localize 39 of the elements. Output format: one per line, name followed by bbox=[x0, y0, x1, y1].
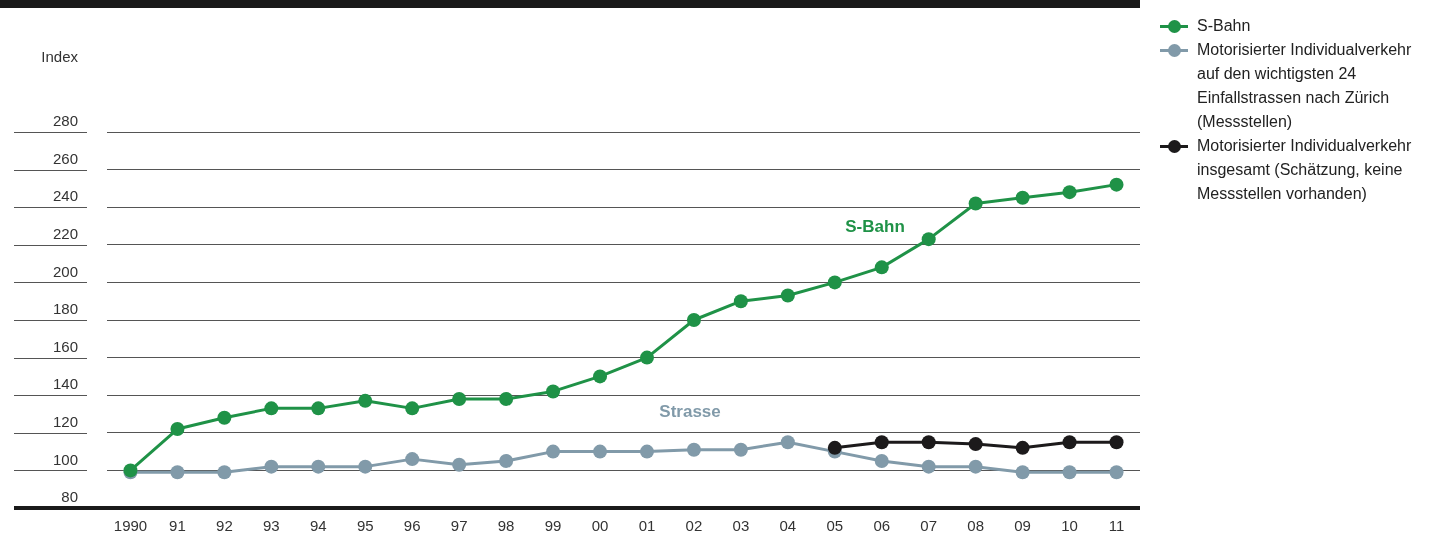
y-tick-label: 200 bbox=[52, 262, 78, 280]
y-tick-label: 220 bbox=[52, 224, 78, 242]
y-tick-label: 180 bbox=[52, 300, 78, 318]
x-tick-label: 10 bbox=[1061, 517, 1078, 535]
x-tick-label: 91 bbox=[169, 517, 186, 535]
x-tick-label: 07 bbox=[920, 517, 938, 535]
y-tick-label: 160 bbox=[52, 337, 78, 355]
x-tick-label: 04 bbox=[779, 517, 797, 535]
x-tick-label: 08 bbox=[967, 517, 984, 535]
y-tick-label: 260 bbox=[52, 149, 78, 167]
y-tick-label: 100 bbox=[52, 450, 78, 468]
legend-label: Motorisierter Individualverkehr insgesamt (Schätzung, keine Messstellen vorhanden) bbox=[1197, 136, 1413, 204]
x-tick-label: 99 bbox=[544, 517, 562, 535]
x-tick-label: 09 bbox=[1014, 517, 1031, 535]
y-tick-label: 280 bbox=[52, 112, 78, 130]
x-tick-label: 96 bbox=[403, 517, 421, 535]
x-tick-label: 97 bbox=[450, 517, 468, 535]
y-tick-label: 120 bbox=[52, 412, 78, 430]
x-tick-label: 02 bbox=[685, 517, 703, 535]
legend-label: S-Bahn bbox=[1197, 16, 1252, 36]
x-tick-label: 06 bbox=[873, 517, 891, 535]
x-tick-label: 03 bbox=[732, 517, 750, 535]
x-tick-label: 94 bbox=[309, 517, 327, 535]
annotation: Strasse bbox=[659, 401, 721, 421]
y-tick-label: 80 bbox=[61, 488, 78, 506]
x-tick-label: 95 bbox=[356, 517, 374, 535]
x-tick-label: 1990 bbox=[113, 517, 148, 535]
x-tick-label: 92 bbox=[216, 517, 233, 535]
x-tick-label: 98 bbox=[497, 517, 515, 535]
x-tick-label: 01 bbox=[638, 517, 656, 535]
y-tick-label: 240 bbox=[52, 187, 78, 205]
y-tick-label: 140 bbox=[52, 375, 78, 393]
x-tick-label: 93 bbox=[263, 517, 280, 535]
y-axis-title: Index bbox=[41, 48, 79, 66]
legend-label: Motorisierter Individualverkehr auf den wichtigsten 24 Einfallstrassen nach Zürich (Messstellen) bbox=[1197, 40, 1413, 132]
x-tick-label: 05 bbox=[826, 517, 844, 535]
x-tick-label: 11 bbox=[1108, 517, 1125, 535]
annotation: S-Bahn bbox=[845, 216, 905, 236]
x-tick-label: 00 bbox=[591, 517, 609, 535]
